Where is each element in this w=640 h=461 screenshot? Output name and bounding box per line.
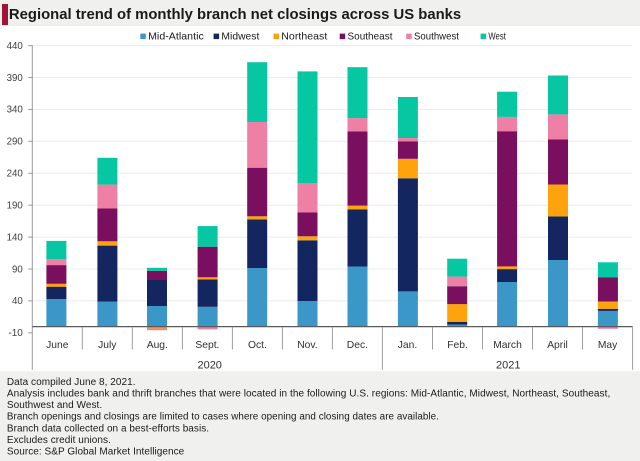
svg-text:290: 290 [7,137,24,148]
svg-text:40: 40 [12,296,23,307]
svg-text:Data compiled June 8, 2021.: Data compiled June 8, 2021. [7,377,136,388]
svg-text:Source: S&P Global Market Inte: Source: S&P Global Market Intelligence [7,447,185,458]
svg-text:90: 90 [12,264,23,275]
svg-text:2020: 2020 [197,359,221,371]
svg-text:Nov.: Nov. [297,340,317,351]
svg-text:March: March [493,340,522,351]
svg-text:240: 240 [7,169,24,180]
svg-text:Southwest and West.: Southwest and West. [7,400,102,411]
svg-text:140: 140 [7,232,24,243]
svg-text:Oct.: Oct. [248,340,267,351]
svg-text:Feb.: Feb. [447,340,468,351]
svg-text:Branch data collected on a bes: Branch data collected on a best-efforts … [7,423,209,434]
svg-text:July: July [98,340,117,351]
svg-text:Analysis includes bank and thr: Analysis includes bank and thrift branch… [7,389,610,400]
svg-text:190: 190 [7,201,24,212]
svg-text:Branch openings and closings a: Branch openings and closings are limited… [7,412,439,423]
svg-text:June: June [46,340,69,351]
svg-text:390: 390 [7,73,24,84]
svg-text:440: 440 [7,41,24,52]
svg-text:Aug.: Aug. [147,340,168,351]
svg-text:West: West [488,31,506,42]
svg-text:Northeast: Northeast [281,31,327,42]
svg-text:Southwest: Southwest [414,31,459,42]
svg-text:Sept.: Sept. [195,340,219,351]
svg-text:Midwest: Midwest [221,31,259,42]
svg-text:Regional trend of monthly bran: Regional trend of monthly branch net clo… [9,6,461,23]
svg-text:Mid-Atlantic: Mid-Atlantic [148,31,204,42]
svg-text:2021: 2021 [496,359,520,371]
svg-text:-10: -10 [8,328,23,339]
svg-text:Southeast: Southeast [348,31,393,42]
svg-text:Jan.: Jan. [398,340,417,351]
svg-text:May: May [598,340,618,351]
svg-text:April: April [547,340,568,351]
svg-text:Excludes credit unions.: Excludes credit unions. [7,435,111,446]
svg-text:Dec.: Dec. [347,340,368,351]
svg-text:340: 340 [7,105,24,116]
